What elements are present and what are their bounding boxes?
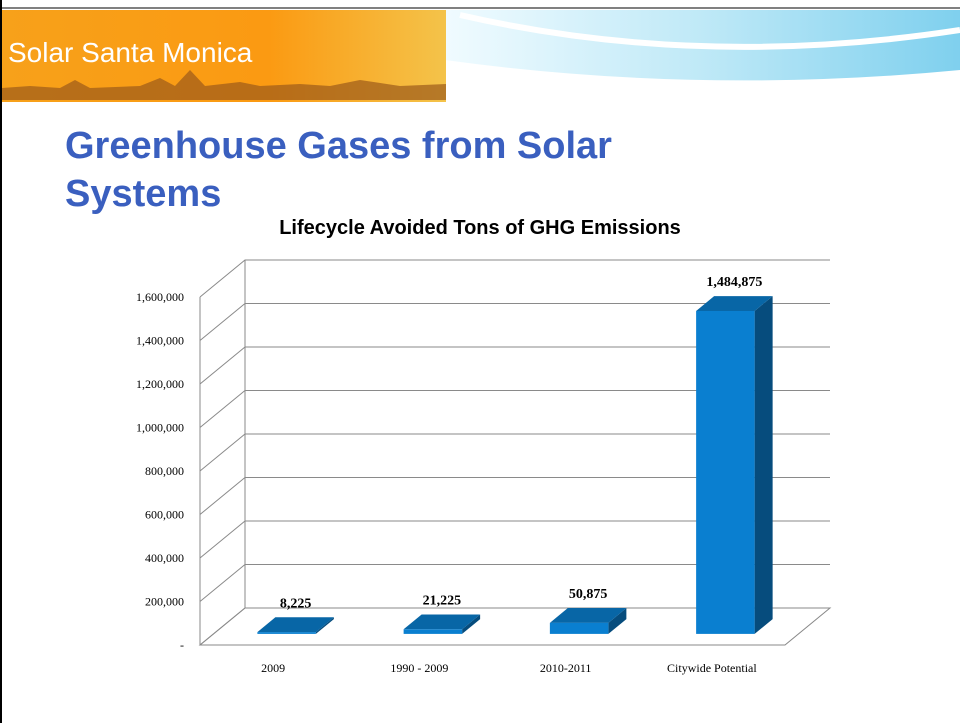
bar-side: [608, 608, 627, 634]
value-label: 21,225: [423, 593, 462, 608]
bar: [403, 629, 463, 634]
y-tick-label: 800,000: [145, 464, 184, 478]
header-swoosh: [459, 12, 960, 50]
value-label: 1,484,875: [706, 275, 762, 290]
y-tick-label: 1,400,000: [136, 334, 184, 348]
x-tick-label: 2010-2011: [540, 661, 592, 675]
y-tick-label: 1,600,000: [136, 290, 184, 304]
skyline: [2, 70, 446, 100]
bar: [257, 632, 316, 634]
bar-top: [257, 617, 334, 633]
y-tick-label: 600,000: [145, 508, 184, 522]
grid-line: [199, 346, 830, 385]
x-tick-label: 1990 - 2009: [390, 661, 448, 675]
grid-line: [199, 564, 830, 602]
value-label: 50,875: [569, 587, 608, 602]
grid-line: [199, 477, 830, 515]
y-tick-label: 200,000: [145, 595, 184, 609]
y-tick-label: 1,200,000: [136, 377, 184, 391]
brand: Solar Santa Monica: [8, 37, 253, 68]
bar-top: [403, 614, 481, 630]
grid-line: [199, 390, 830, 428]
grid-line: [199, 607, 830, 646]
x-tick-label: 2009: [261, 661, 285, 675]
grid-line: [199, 303, 830, 341]
bar: [549, 622, 609, 634]
bar: [696, 310, 755, 634]
bar-side: [315, 617, 334, 634]
grid-line: [199, 259, 830, 298]
grid-line: [199, 433, 830, 472]
grid-line: [199, 520, 830, 559]
slide-title: Greenhouse Gases from Solar Systems: [65, 125, 612, 215]
bar-side: [462, 614, 481, 634]
value-label: 8,225: [280, 596, 312, 611]
bar-top: [549, 608, 627, 623]
y-tick-label: -: [180, 638, 184, 652]
bar-side: [754, 296, 773, 634]
chart-title: Lifecycle Avoided Tons of GHG Emissions: [279, 217, 681, 239]
bar-top: [696, 296, 773, 311]
x-tick-label: Citywide Potential: [667, 661, 757, 675]
y-tick-label: 1,000,000: [136, 421, 184, 435]
y-tick-label: 400,000: [145, 551, 184, 565]
